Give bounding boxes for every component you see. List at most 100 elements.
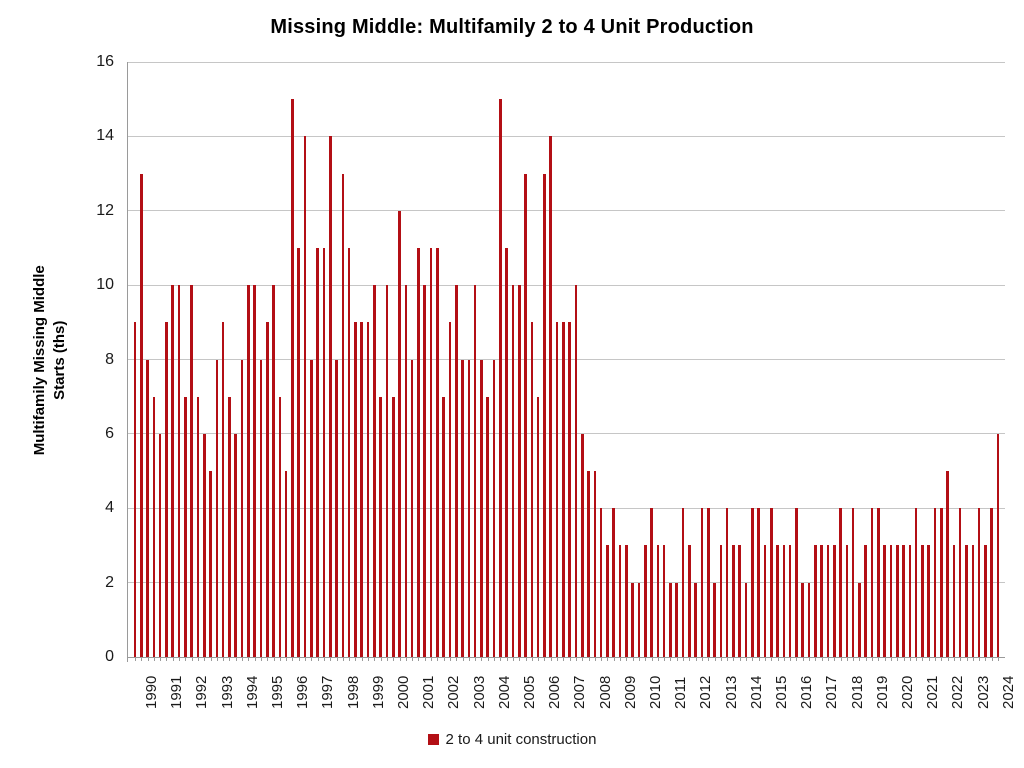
bar-q108 bbox=[807, 582, 811, 657]
bar-q71 bbox=[574, 285, 578, 657]
x-minor-tick bbox=[437, 657, 439, 661]
bar-q47 bbox=[423, 285, 427, 657]
gridline-y2 bbox=[128, 582, 1005, 584]
x-minor-tick bbox=[512, 657, 514, 661]
x-tick-label-2011: 2011 bbox=[672, 676, 690, 709]
bar-q81 bbox=[637, 582, 641, 657]
x-minor-tick bbox=[166, 657, 168, 661]
x-minor-tick bbox=[909, 657, 911, 661]
bar-q102 bbox=[769, 508, 773, 657]
bar-q23 bbox=[272, 285, 275, 657]
x-minor-tick bbox=[160, 657, 162, 661]
x-tick-label-2008: 2008 bbox=[596, 675, 614, 709]
x-minor-tick bbox=[550, 657, 552, 661]
x-minor-tick bbox=[260, 657, 262, 661]
x-minor-tick bbox=[664, 657, 666, 661]
bar-q101 bbox=[763, 545, 767, 657]
bar-q112 bbox=[832, 545, 836, 657]
bar-q18 bbox=[240, 359, 244, 657]
legend: 2 to 4 unit construction bbox=[0, 731, 1024, 748]
x-tick-label-1995: 1995 bbox=[268, 675, 286, 709]
x-minor-tick bbox=[790, 657, 792, 661]
x-minor-tick bbox=[412, 657, 414, 661]
x-minor-tick bbox=[229, 657, 231, 661]
plot-area: 0 2 4 6 8 10 12 14 16 1990 1991 1992 1993 1994 1995 199… bbox=[96, 53, 1016, 709]
bar-q48 bbox=[429, 247, 433, 657]
legend-swatch-icon bbox=[427, 734, 439, 745]
y-tick-label-10: 10 bbox=[96, 276, 114, 294]
bar-q56 bbox=[480, 359, 483, 657]
x-tick-label-2015: 2015 bbox=[772, 675, 790, 709]
x-tick-label-1991: 1991 bbox=[168, 675, 186, 709]
x-minor-tick bbox=[141, 657, 143, 661]
x-minor-tick bbox=[878, 657, 880, 661]
x-minor-tick bbox=[210, 657, 212, 661]
x-minor-tick bbox=[783, 657, 785, 661]
x-minor-tick bbox=[827, 657, 829, 661]
x-minor-tick bbox=[443, 657, 445, 661]
x-minor-tick bbox=[323, 657, 325, 661]
y-tick-label-16: 16 bbox=[96, 53, 114, 70]
x-minor-tick bbox=[670, 657, 672, 661]
bar-q22 bbox=[265, 322, 269, 657]
x-minor-tick bbox=[809, 657, 811, 661]
bar-q7 bbox=[171, 285, 175, 657]
bar-q94 bbox=[719, 545, 723, 657]
bar-q129 bbox=[940, 508, 943, 657]
bar-q88 bbox=[681, 508, 685, 657]
x-minor-tick bbox=[153, 657, 155, 661]
x-minor-tick bbox=[557, 657, 559, 661]
x-minor-tick bbox=[172, 657, 174, 661]
bar-q80 bbox=[631, 582, 634, 657]
bar-q31 bbox=[322, 247, 326, 657]
bar-q75 bbox=[599, 508, 603, 657]
bar-q26 bbox=[291, 99, 294, 657]
bar-q5 bbox=[158, 433, 162, 657]
bar-q70 bbox=[568, 322, 571, 657]
x-minor-tick bbox=[613, 657, 615, 661]
bar-q32 bbox=[328, 136, 332, 657]
x-minor-tick bbox=[953, 657, 955, 661]
x-minor-tick bbox=[235, 657, 237, 661]
x-minor-tick bbox=[594, 657, 596, 661]
bar-q126 bbox=[921, 545, 924, 657]
x-minor-tick bbox=[979, 657, 981, 661]
bar-q41 bbox=[385, 285, 389, 657]
x-minor-tick bbox=[273, 657, 275, 661]
x-minor-tick bbox=[279, 657, 281, 661]
x-minor-tick bbox=[834, 657, 836, 661]
bar-q33 bbox=[335, 359, 338, 657]
x-tick-label-1999: 1999 bbox=[369, 675, 387, 709]
bar-q114 bbox=[845, 545, 849, 657]
x-minor-tick bbox=[714, 657, 716, 661]
bar-q42 bbox=[391, 396, 395, 657]
x-axis-line bbox=[128, 656, 1005, 658]
y-axis-line bbox=[127, 62, 128, 662]
x-minor-tick bbox=[386, 657, 388, 661]
bar-q124 bbox=[908, 545, 912, 657]
x-minor-tick bbox=[506, 657, 508, 661]
x-minor-tick bbox=[569, 657, 571, 661]
x-minor-tick bbox=[966, 657, 968, 661]
x-minor-tick bbox=[916, 657, 918, 661]
x-minor-tick bbox=[771, 657, 773, 661]
legend-label: 2 to 4 unit construction bbox=[445, 731, 597, 748]
bar-q97 bbox=[738, 545, 742, 657]
bar-q58 bbox=[492, 359, 496, 657]
x-minor-tick bbox=[601, 657, 603, 661]
bar-q66 bbox=[543, 173, 546, 657]
x-minor-tick bbox=[746, 657, 748, 661]
x-minor-tick bbox=[317, 657, 319, 661]
x-tick-label-1993: 1993 bbox=[218, 675, 236, 709]
x-minor-tick bbox=[475, 657, 477, 661]
gridline-y4 bbox=[128, 507, 1005, 509]
x-minor-tick bbox=[223, 657, 225, 661]
x-minor-tick bbox=[481, 657, 483, 661]
bar-q122 bbox=[895, 545, 899, 657]
x-tick-label-1992: 1992 bbox=[193, 675, 211, 709]
bar-q40 bbox=[379, 396, 382, 657]
x-minor-tick bbox=[853, 657, 855, 661]
bar-q17 bbox=[234, 433, 238, 657]
x-minor-tick bbox=[298, 657, 300, 661]
bar-q28 bbox=[303, 136, 307, 657]
